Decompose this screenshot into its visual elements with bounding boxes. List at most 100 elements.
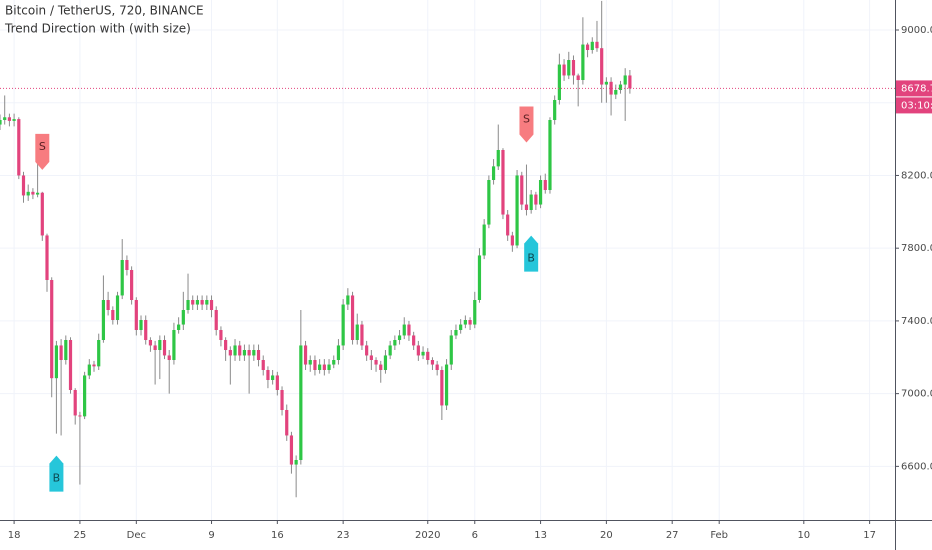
candle-body <box>444 364 449 406</box>
y-tick-label: 9000.00 <box>901 25 932 36</box>
y-tick-label: 7000.00 <box>901 389 932 400</box>
candle-body <box>68 340 73 390</box>
candle-body <box>139 320 143 330</box>
candle-body <box>379 364 383 370</box>
candle-body <box>40 192 44 236</box>
candle-body <box>332 360 336 365</box>
x-tick-label: 13 <box>534 530 547 541</box>
candle-body <box>473 300 477 325</box>
candle-body <box>158 340 162 350</box>
candle-body <box>162 340 167 356</box>
grid <box>0 0 895 520</box>
candle-body <box>482 224 486 256</box>
candle-body <box>78 415 82 417</box>
candle-body <box>487 180 491 225</box>
candle-body <box>538 180 543 205</box>
candle-body <box>303 345 308 365</box>
candle-body <box>271 375 275 380</box>
candle-body <box>350 295 355 340</box>
last-price-label: 8678.78 <box>901 83 932 94</box>
x-tick-label: 27 <box>666 530 679 541</box>
candle-body <box>459 324 463 330</box>
candle-body <box>346 295 350 305</box>
candle-body <box>571 60 576 76</box>
candle-body <box>120 260 124 296</box>
candle-body <box>64 340 68 360</box>
candle-body <box>510 235 514 246</box>
candle-body <box>280 390 284 410</box>
candle-body <box>224 340 228 350</box>
candle-body <box>407 324 411 336</box>
candle-body <box>115 295 120 320</box>
chart-title: Bitcoin / TetherUS, 720, BINANCE <box>5 4 204 18</box>
plot: S B S B <box>0 0 895 498</box>
candle-body <box>134 300 138 330</box>
candle-body <box>365 345 369 356</box>
candle-body <box>581 44 585 80</box>
candle-body <box>402 324 406 336</box>
candle-body <box>412 335 416 346</box>
candle-body <box>17 119 21 176</box>
candle-body <box>618 84 623 90</box>
candle-body <box>327 364 331 370</box>
candle-body <box>214 310 218 330</box>
candle-body <box>228 350 232 356</box>
candle-body <box>209 300 214 310</box>
x-tick-label: 10 <box>797 530 810 541</box>
candle-body <box>247 350 251 356</box>
candle-body <box>87 364 91 376</box>
candle-body <box>219 330 223 340</box>
candle-body <box>101 300 106 340</box>
candle-body <box>73 390 77 416</box>
y-tick-label: 8200.00 <box>901 170 932 181</box>
x-tick-label: 9 <box>208 530 214 541</box>
x-tick-label: 6 <box>472 530 478 541</box>
candle-body <box>440 370 444 406</box>
candle-body <box>195 300 200 305</box>
candle-body <box>477 255 482 300</box>
candle-body <box>393 340 397 346</box>
candle-body <box>567 60 571 76</box>
candle-body <box>360 324 364 346</box>
candle-body <box>45 235 49 280</box>
buy-marker-label: B <box>527 252 535 265</box>
candle-body <box>604 81 608 85</box>
x-tick-label: 20 <box>600 530 613 541</box>
candle-body <box>275 375 279 390</box>
candle-body <box>529 194 533 210</box>
candle-body <box>543 180 547 190</box>
buy-marker-label: B <box>53 472 61 485</box>
candle-body <box>242 350 247 356</box>
candle-body <box>623 75 627 85</box>
x-tick-label: 17 <box>863 530 876 541</box>
candle-body <box>308 360 312 365</box>
candle-body <box>557 64 561 100</box>
candle-body <box>369 355 373 360</box>
candle-body <box>92 364 96 367</box>
candle-body <box>186 300 190 310</box>
candle-body <box>285 410 289 436</box>
axes: 6600.007000.007400.007800.008200.008600.… <box>8 25 932 541</box>
y-tick-label: 7800.00 <box>901 243 932 254</box>
candle-body <box>130 270 134 300</box>
x-tick-label: Dec <box>127 530 146 541</box>
candle-body <box>628 75 632 89</box>
candle-body <box>289 435 294 465</box>
candle-body <box>205 300 209 305</box>
countdown-label: 03:10:28 <box>901 100 932 111</box>
candle-body <box>515 175 519 246</box>
candle-body <box>562 64 566 76</box>
sell-marker <box>519 106 534 143</box>
candle-body <box>106 300 110 310</box>
candle-body <box>256 350 261 360</box>
candle-body <box>435 364 439 370</box>
candle-body <box>36 192 40 195</box>
candle-body <box>463 320 467 325</box>
candle-body <box>397 335 402 340</box>
candle-body <box>374 360 378 365</box>
buy-marker <box>49 455 64 492</box>
candle-body <box>614 90 618 95</box>
candle-body <box>336 345 341 360</box>
